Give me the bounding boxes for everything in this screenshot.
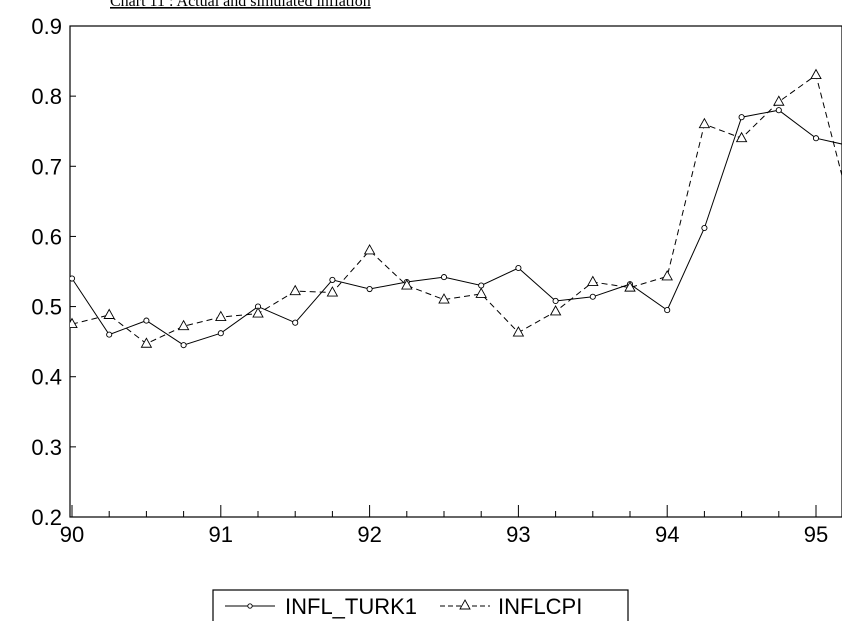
point-inflcpi xyxy=(698,117,711,129)
legend: INFL_TURK1 INFLCPI xyxy=(212,589,629,621)
point-infl-turk1 xyxy=(70,275,76,282)
x-tick-label: 95 xyxy=(804,522,828,547)
point-inflcpi xyxy=(438,293,450,304)
point-infl-turk1 xyxy=(440,274,448,281)
point-infl-turk1 xyxy=(701,224,708,232)
x-tick-label: 92 xyxy=(357,522,381,547)
point-inflcpi xyxy=(587,275,599,286)
y-tick-label: 0.8 xyxy=(31,84,62,109)
point-infl-turk1 xyxy=(738,114,745,121)
y-tick-label: 0.6 xyxy=(31,224,62,249)
point-inflcpi xyxy=(624,281,636,292)
point-infl-turk1 xyxy=(775,107,782,114)
point-infl-turk1 xyxy=(664,307,671,314)
legend-box xyxy=(212,589,629,621)
y-tick-label: 0.2 xyxy=(31,505,62,530)
point-inflcpi xyxy=(289,284,301,296)
x-tick-label: 94 xyxy=(655,522,679,547)
point-inflcpi xyxy=(252,307,264,318)
y-tick-label: 0.4 xyxy=(31,365,62,390)
point-inflcpi xyxy=(103,308,115,319)
point-infl-turk1 xyxy=(366,285,373,293)
y-tick-label: 0.5 xyxy=(31,295,62,320)
point-inflcpi xyxy=(475,287,487,298)
point-inflcpi xyxy=(326,286,339,297)
point-infl-turk1 xyxy=(515,264,522,272)
point-inflcpi xyxy=(549,305,562,316)
point-inflcpi xyxy=(512,326,525,337)
point-inflcpi xyxy=(773,95,785,106)
point-infl-turk1 xyxy=(106,331,113,338)
point-inflcpi xyxy=(363,244,376,255)
x-axis: 909192939495969798990001 xyxy=(60,505,828,547)
point-inflcpi xyxy=(810,68,822,80)
point-infl-turk1 xyxy=(589,293,596,300)
point-inflcpi xyxy=(215,310,227,322)
point-inflcpi xyxy=(735,131,748,143)
point-infl-turk1 xyxy=(552,297,559,305)
y-tick-label: 0.7 xyxy=(31,154,62,179)
point-infl-turk1 xyxy=(217,330,224,337)
point-inflcpi xyxy=(661,269,673,281)
legend-marker-infl-turk1 xyxy=(247,603,253,609)
x-tick-label: 93 xyxy=(506,522,530,547)
point-infl-turk1 xyxy=(478,282,485,289)
legend-marker-inflcpi xyxy=(459,599,471,610)
y-axis: 0.2 0.3 0.4 0.5 0.6 0.7 0.8 0.9 xyxy=(31,14,76,530)
plot-frame xyxy=(69,25,842,518)
series-line-inflcpi xyxy=(71,74,842,345)
point-infl-turk1 xyxy=(329,276,336,283)
point-inflcpi xyxy=(401,279,413,290)
point-infl-turk1 xyxy=(180,342,187,349)
point-inflcpi xyxy=(177,319,190,331)
legend-label-infl-turk1: INFL_TURK1 xyxy=(285,594,417,619)
point-inflcpi xyxy=(70,317,78,329)
y-tick-label: 0.9 xyxy=(31,14,62,39)
point-infl-turk1 xyxy=(143,317,150,324)
x-tick-label: 90 xyxy=(60,522,84,547)
series-layer xyxy=(70,68,842,349)
legend-label-inflcpi: INFLCPI xyxy=(498,594,582,619)
series-line-infl-turk1 xyxy=(71,109,842,346)
point-infl-turk1 xyxy=(812,135,820,142)
y-tick-label: 0.3 xyxy=(31,435,62,460)
x-tick-label: 91 xyxy=(209,522,233,547)
point-inflcpi xyxy=(140,337,153,348)
chart-title: Chart 11 : Actual and simulated inflatio… xyxy=(110,0,371,10)
point-infl-turk1 xyxy=(292,319,299,326)
